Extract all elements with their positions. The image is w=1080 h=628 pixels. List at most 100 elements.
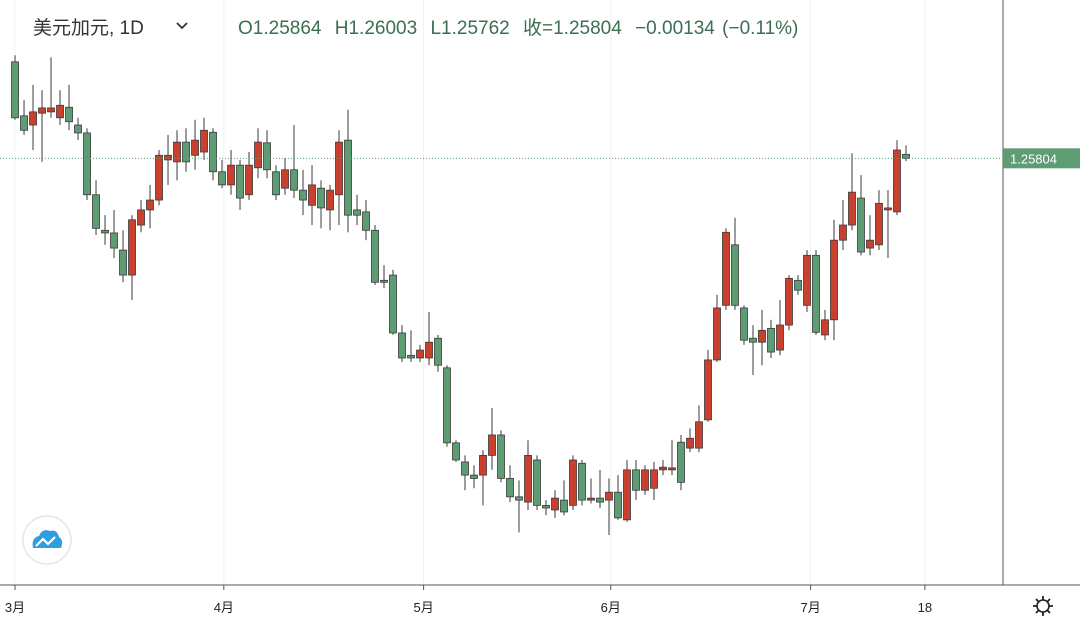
candle-body bbox=[281, 169, 289, 189]
low-value: 1.25762 bbox=[441, 18, 510, 39]
candle-body bbox=[398, 332, 406, 359]
candle-body bbox=[731, 244, 739, 306]
change-value: −0.00134 bbox=[635, 18, 715, 39]
candle-body bbox=[686, 437, 694, 449]
candles bbox=[11, 55, 910, 535]
candle-body bbox=[101, 229, 109, 234]
candle-body bbox=[470, 474, 478, 479]
candle-body bbox=[812, 254, 820, 333]
candle-body bbox=[713, 307, 721, 361]
candle-body bbox=[83, 132, 91, 196]
candle-body bbox=[191, 139, 199, 156]
candle-body bbox=[857, 197, 865, 253]
change-percent: (−0.11%) bbox=[722, 18, 798, 39]
x-tick-label: 6月 bbox=[601, 600, 621, 615]
candle-body bbox=[893, 149, 901, 213]
candle-body bbox=[668, 467, 676, 471]
candle-body bbox=[677, 441, 685, 483]
logo[interactable] bbox=[22, 515, 72, 565]
candle-body bbox=[722, 231, 730, 306]
candle-body bbox=[443, 367, 451, 444]
candle-body bbox=[308, 184, 316, 206]
candle-body bbox=[587, 497, 595, 501]
candle-body bbox=[821, 319, 829, 336]
candle-body bbox=[659, 466, 667, 471]
price-label: 1.25804 bbox=[1010, 151, 1057, 166]
candle-body bbox=[299, 189, 307, 201]
interval-chevron[interactable] bbox=[176, 22, 188, 30]
candle-body bbox=[803, 254, 811, 306]
candle-body bbox=[407, 354, 415, 359]
candle-body bbox=[542, 504, 550, 509]
candle-body bbox=[344, 139, 352, 216]
candle-body bbox=[272, 171, 280, 196]
candle-body bbox=[623, 469, 631, 521]
candle-body bbox=[173, 141, 181, 163]
gear-teeth bbox=[1033, 596, 1053, 616]
candle-body bbox=[596, 497, 604, 503]
candle-body bbox=[362, 211, 370, 231]
candle-body bbox=[164, 154, 172, 161]
symbol-title[interactable]: 美元加元, 1D bbox=[33, 17, 144, 39]
candle-body bbox=[416, 349, 424, 359]
candle-body bbox=[452, 442, 460, 461]
candle-body bbox=[326, 189, 334, 211]
candle-body bbox=[218, 171, 226, 186]
candle-body bbox=[29, 111, 37, 126]
high-value: 1.26003 bbox=[348, 18, 417, 39]
candle-body bbox=[839, 224, 847, 241]
candle-body bbox=[902, 153, 910, 159]
candle-body bbox=[20, 115, 28, 131]
candle-body bbox=[830, 239, 838, 321]
candle-body bbox=[848, 191, 856, 226]
candle-body bbox=[776, 324, 784, 351]
x-tick-label: 7月 bbox=[800, 600, 820, 615]
overlay: 1.25804 bbox=[0, 148, 1080, 169]
low-label: L bbox=[430, 18, 441, 39]
candle-body bbox=[317, 187, 325, 209]
candle-body bbox=[119, 249, 127, 276]
candle-body bbox=[137, 209, 145, 226]
candle-body bbox=[254, 141, 262, 169]
candle-body bbox=[290, 169, 298, 191]
candle-body bbox=[605, 491, 613, 501]
candle-body bbox=[47, 107, 55, 113]
candle-body bbox=[479, 454, 487, 476]
candle-body bbox=[461, 461, 469, 476]
candle-body bbox=[749, 337, 757, 343]
ohlc-legend: O1.25864 H1.26003 L1.25762 收=1.25804 −0.… bbox=[238, 17, 798, 39]
candle-body bbox=[524, 454, 532, 503]
settings-icon[interactable] bbox=[1033, 596, 1053, 616]
x-tick-label: 5月 bbox=[413, 600, 433, 615]
candle-body bbox=[632, 469, 640, 491]
price-label-box bbox=[1003, 148, 1080, 169]
candle-body bbox=[533, 459, 541, 506]
candle-body bbox=[884, 207, 892, 211]
candle-body bbox=[497, 434, 505, 479]
candle-body bbox=[560, 499, 568, 513]
candle-body bbox=[704, 359, 712, 421]
candle-body bbox=[236, 164, 244, 199]
candle-body bbox=[11, 61, 19, 119]
candle-body bbox=[695, 421, 703, 449]
candle-body bbox=[506, 477, 514, 498]
candle-body bbox=[182, 141, 190, 163]
candle-body bbox=[425, 341, 433, 359]
candle-body bbox=[65, 106, 73, 123]
x-tick-label: 3月 bbox=[5, 600, 25, 615]
candle-body bbox=[92, 194, 100, 229]
candle-body bbox=[263, 142, 271, 171]
candle-body bbox=[128, 219, 136, 276]
candle-body bbox=[434, 337, 442, 366]
close-label: 收= bbox=[523, 17, 553, 39]
candle-body bbox=[614, 491, 622, 519]
candle-body bbox=[353, 209, 361, 216]
candle-body bbox=[38, 107, 46, 114]
candle-body bbox=[641, 469, 649, 491]
open-label: O bbox=[238, 18, 253, 39]
candle-body bbox=[740, 307, 748, 341]
candle-body bbox=[74, 124, 82, 134]
candle-body bbox=[209, 131, 217, 173]
